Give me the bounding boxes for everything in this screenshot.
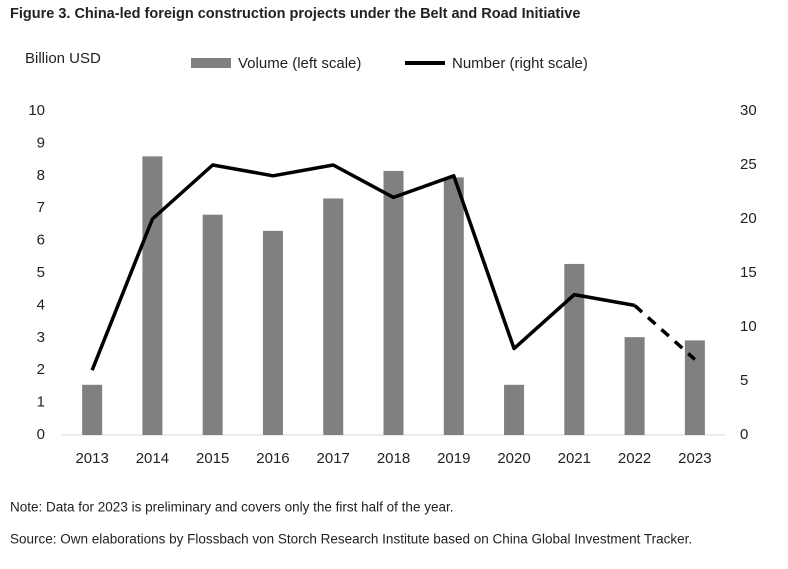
bar bbox=[624, 337, 645, 435]
bar bbox=[383, 170, 404, 435]
bar bbox=[443, 177, 464, 436]
x-tick-label: 2013 bbox=[75, 450, 108, 467]
bar bbox=[142, 156, 163, 436]
x-tick-label: 2023 bbox=[678, 450, 711, 467]
y-tick-label: 10 bbox=[28, 102, 45, 119]
bar bbox=[82, 384, 103, 435]
x-tick-label: 2021 bbox=[558, 450, 591, 467]
legend-label: Number (right scale) bbox=[452, 55, 588, 72]
y2-tick-label: 20 bbox=[740, 210, 757, 227]
bar bbox=[323, 198, 344, 435]
y-tick-label: 4 bbox=[37, 296, 45, 313]
chart-title: Figure 3. China-led foreign construction… bbox=[10, 6, 580, 22]
x-tick-label: 2017 bbox=[317, 450, 350, 467]
y-tick-label: 1 bbox=[37, 394, 45, 411]
y-axis-label: Billion USD bbox=[25, 50, 101, 67]
y2-tick-label: 25 bbox=[740, 156, 757, 173]
bar bbox=[684, 340, 705, 435]
x-tick-label: 2016 bbox=[256, 450, 289, 467]
y2-tick-label: 15 bbox=[740, 264, 757, 281]
y2-tick-label: 10 bbox=[740, 318, 757, 335]
x-tick-label: 2020 bbox=[497, 450, 530, 467]
bar bbox=[202, 214, 223, 435]
y-tick-label: 3 bbox=[37, 329, 45, 346]
x-tick-label: 2015 bbox=[196, 450, 229, 467]
y2-tick-label: 30 bbox=[740, 102, 757, 119]
x-tick-label: 2022 bbox=[618, 450, 651, 467]
x-tick-label: 2018 bbox=[377, 450, 410, 467]
y-tick-label: 7 bbox=[37, 199, 45, 216]
source: Source: Own elaborations by Flossbach vo… bbox=[10, 532, 692, 547]
y2-tick-label: 5 bbox=[740, 372, 748, 389]
bar bbox=[504, 384, 525, 435]
y-tick-label: 8 bbox=[37, 167, 45, 184]
x-tick-label: 2014 bbox=[136, 450, 169, 467]
bar bbox=[564, 263, 585, 435]
y-tick-label: 6 bbox=[37, 232, 45, 249]
bar bbox=[262, 230, 283, 435]
y-tick-label: 9 bbox=[37, 134, 45, 151]
legend-swatch bbox=[191, 58, 231, 68]
y-tick-label: 0 bbox=[37, 426, 45, 443]
note: Note: Data for 2023 is preliminary and c… bbox=[10, 500, 453, 515]
y2-tick-label: 0 bbox=[740, 426, 748, 443]
x-tick-label: 2019 bbox=[437, 450, 470, 467]
line bbox=[90, 163, 635, 371]
legend-label: Volume (left scale) bbox=[238, 55, 361, 72]
line bbox=[633, 304, 697, 361]
y-tick-label: 2 bbox=[37, 361, 45, 378]
y-tick-label: 5 bbox=[37, 264, 45, 281]
